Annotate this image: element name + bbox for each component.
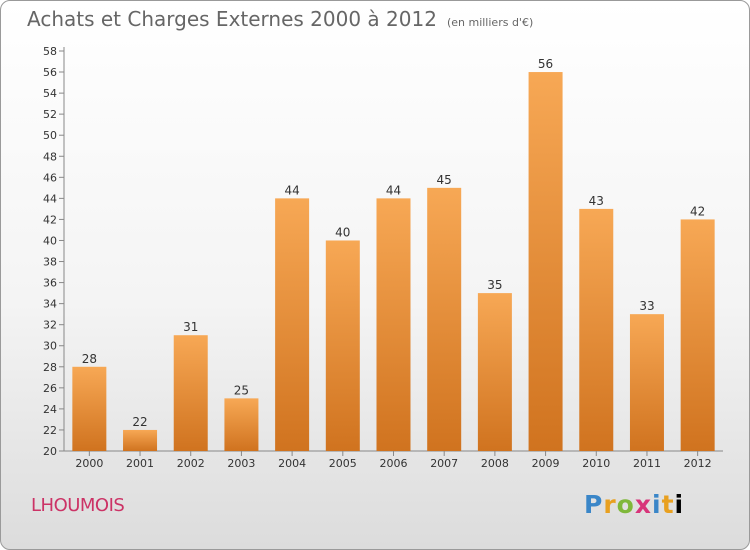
y-tick-label: 38 [43, 256, 57, 269]
logo-letter: i [674, 490, 685, 519]
chart-title-text: Achats et Charges Externes 2000 à 2012 [27, 7, 437, 31]
y-tick-label: 48 [43, 150, 57, 163]
bar [123, 429, 158, 451]
bar-value-label: 44 [284, 183, 299, 197]
bar-value-label: 35 [487, 278, 502, 292]
y-tick-label: 56 [43, 66, 57, 79]
y-tick-label: 32 [43, 319, 57, 332]
bar-value-label: 43 [589, 194, 604, 208]
y-tick-label: 42 [43, 213, 57, 226]
y-tick-label: 28 [43, 361, 57, 374]
logo-letter: x [634, 490, 652, 519]
bar [427, 187, 462, 451]
bar-value-label: 28 [82, 352, 97, 366]
y-tick-label: 54 [43, 87, 57, 100]
x-tick-label: 2012 [684, 457, 712, 470]
y-tick-label: 30 [43, 340, 57, 353]
logo-letter: t [661, 490, 675, 519]
y-tick-label: 26 [43, 382, 57, 395]
x-tick-label: 2000 [75, 457, 103, 470]
y-tick-label: 22 [43, 424, 57, 437]
y-tick-label: 58 [43, 45, 57, 58]
x-tick-label: 2003 [227, 457, 255, 470]
x-tick-label: 2005 [329, 457, 357, 470]
x-tick-label: 2009 [532, 457, 560, 470]
y-tick-label: 40 [43, 234, 57, 247]
bar [629, 314, 664, 451]
bar-value-label: 56 [538, 57, 553, 71]
x-tick-label: 2010 [582, 457, 610, 470]
proxiti-logo[interactable]: Proxiti [584, 490, 684, 519]
y-tick-label: 36 [43, 277, 57, 290]
y-tick-label: 44 [43, 192, 57, 205]
chart-unit: (en milliers d'€) [446, 16, 534, 29]
bar-value-label: 45 [437, 173, 452, 187]
bar-value-label: 25 [234, 383, 249, 397]
logo-letter: r [603, 490, 617, 519]
x-tick-label: 2001 [126, 457, 154, 470]
logo-letter: i [652, 490, 662, 519]
chart-title: Achats et Charges Externes 2000 à 2012 (e… [27, 7, 533, 31]
bar [275, 198, 310, 451]
bar-value-label: 31 [183, 320, 198, 334]
x-tick-label: 2002 [177, 457, 205, 470]
bar [528, 72, 563, 451]
logo-letter: P [584, 490, 604, 519]
y-tick-label: 52 [43, 108, 57, 121]
bar-value-label: 44 [386, 183, 401, 197]
logo-letter: o [616, 490, 635, 519]
bar [72, 366, 107, 451]
x-tick-label: 2007 [430, 457, 458, 470]
y-tick-label: 20 [43, 445, 57, 458]
y-tick-label: 46 [43, 171, 57, 184]
bar [173, 335, 208, 451]
x-tick-label: 2011 [633, 457, 661, 470]
x-tick-label: 2008 [481, 457, 509, 470]
bar-value-label: 40 [335, 225, 350, 239]
bar [579, 208, 614, 451]
bar-value-label: 22 [132, 415, 147, 429]
bar-value-label: 42 [690, 204, 705, 218]
x-tick-label: 2004 [278, 457, 306, 470]
y-tick-label: 34 [43, 298, 57, 311]
y-tick-label: 24 [43, 403, 57, 416]
bar [325, 240, 360, 451]
commune-name: LHOUMOIS [31, 495, 125, 516]
bar [680, 219, 715, 451]
bar [224, 398, 259, 451]
bar [376, 198, 411, 451]
bar [477, 293, 512, 451]
x-tick-label: 2006 [380, 457, 408, 470]
bar-value-label: 33 [639, 299, 654, 313]
y-tick-label: 50 [43, 129, 57, 142]
